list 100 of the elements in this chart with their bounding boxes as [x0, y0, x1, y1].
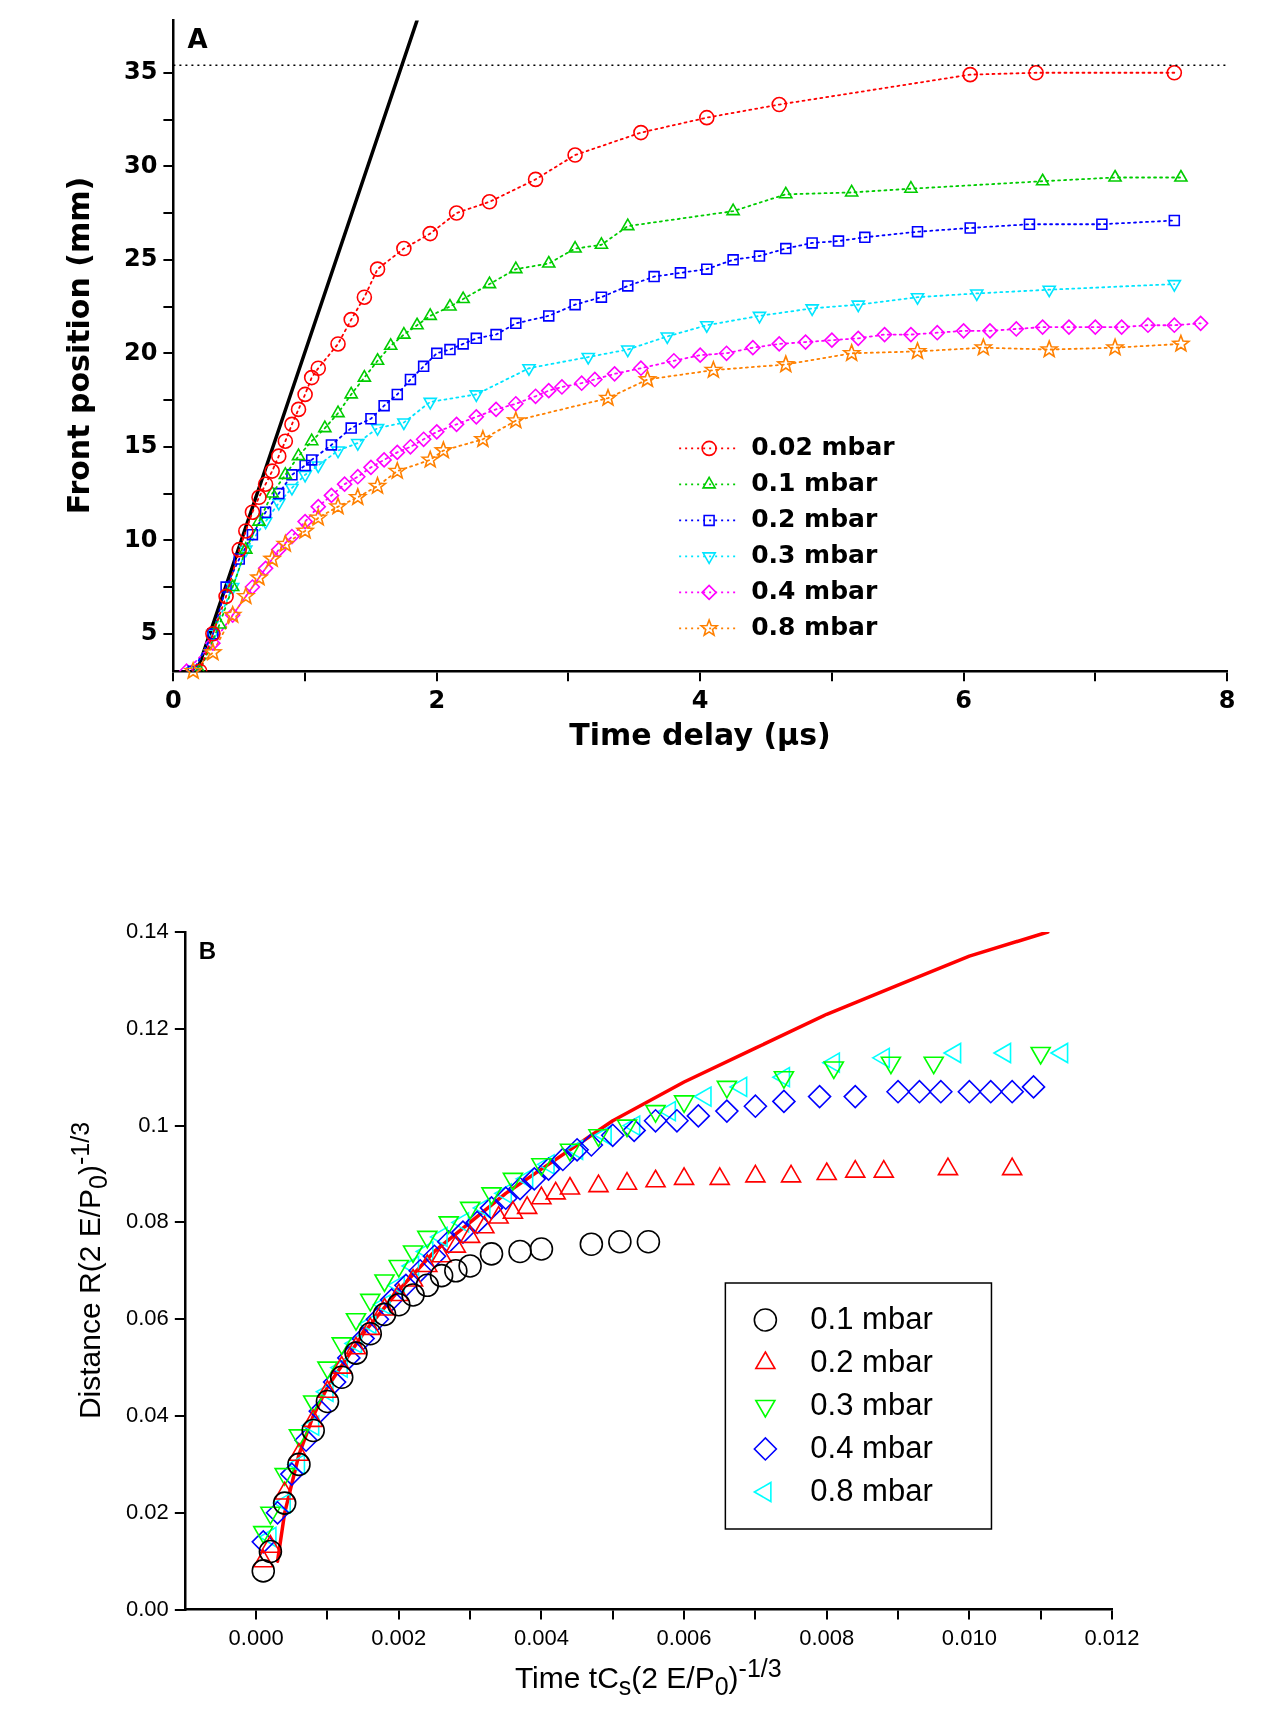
point [554, 379, 570, 395]
point [331, 405, 345, 418]
point [357, 369, 372, 382]
point [298, 470, 312, 483]
point [244, 579, 261, 595]
point [1034, 319, 1051, 335]
point [569, 298, 581, 311]
point [365, 412, 377, 425]
point [345, 422, 357, 434]
point [257, 560, 274, 577]
point [903, 326, 919, 343]
x-tick-label: 8 [1218, 685, 1236, 714]
y-tick-label: 15 [123, 431, 158, 460]
point [265, 485, 280, 498]
point [410, 317, 424, 330]
point [692, 347, 708, 363]
y-axis-title: Front position (mm) [61, 177, 97, 515]
point [1008, 321, 1025, 337]
point [510, 317, 522, 330]
point [457, 338, 469, 350]
annotation: B [198, 936, 217, 964]
point [527, 171, 544, 188]
point [276, 534, 295, 552]
point [771, 336, 788, 352]
x-tick-label: 0 [165, 685, 182, 714]
point [508, 261, 523, 274]
y-tick-label: 0.04 [125, 1402, 169, 1428]
point [908, 342, 927, 360]
point [726, 203, 740, 216]
point [284, 416, 300, 433]
legend-label: 0.3 mbar [751, 539, 878, 569]
point [701, 263, 713, 275]
point [448, 416, 465, 433]
x-tick-label: 0.012 [1084, 1624, 1140, 1650]
point [284, 528, 300, 545]
point [1061, 319, 1077, 335]
point [344, 386, 359, 399]
point [955, 323, 972, 339]
point [573, 375, 590, 391]
point [378, 399, 390, 412]
point [184, 662, 202, 679]
point [568, 240, 582, 253]
point [238, 523, 254, 539]
x-tick-label: 0.010 [941, 1624, 997, 1650]
point [291, 448, 306, 461]
point [638, 370, 657, 388]
x-tick-label: 4 [691, 685, 709, 714]
legend-label: 0.2 mbar [751, 503, 878, 533]
point [797, 334, 814, 350]
point [264, 463, 280, 479]
point [263, 549, 281, 567]
point [297, 386, 313, 403]
legend-label: 0.8 mbar [751, 611, 878, 641]
point [806, 237, 818, 249]
point [1167, 279, 1182, 292]
point [974, 338, 993, 356]
point [633, 124, 649, 141]
point [343, 311, 359, 328]
point [250, 568, 268, 586]
point [1174, 169, 1188, 182]
point [1035, 173, 1050, 186]
point [329, 497, 347, 515]
x-tick-label: 0.000 [228, 1624, 284, 1650]
legend-label: 0.02 mbar [751, 431, 896, 461]
x-tick-label: 0.002 [371, 1624, 427, 1650]
x-axis-title: Time tC$_{s}$(2 E/P$_{0}$)$^{-1/3}$ [514, 1653, 782, 1701]
point [490, 328, 502, 341]
point [349, 468, 366, 485]
point [290, 401, 307, 418]
point [296, 521, 314, 539]
point [251, 489, 267, 506]
point [370, 423, 385, 436]
point [753, 250, 766, 262]
point [325, 439, 338, 451]
y-tick-label: 30 [123, 150, 158, 179]
point [422, 225, 439, 242]
point [356, 289, 373, 305]
point [376, 452, 392, 468]
point [204, 643, 222, 661]
y-tick-label: 0.12 [125, 1014, 169, 1040]
point [482, 276, 497, 289]
y-tick-label: 25 [123, 244, 158, 273]
point [704, 360, 723, 378]
point [212, 616, 227, 629]
x-tick-label: 2 [428, 685, 446, 714]
point [434, 441, 453, 459]
point [771, 96, 788, 113]
point [911, 225, 924, 238]
point [423, 397, 438, 410]
point [270, 448, 287, 464]
point [444, 343, 456, 356]
point [246, 528, 259, 541]
point [727, 254, 739, 266]
point [859, 231, 871, 244]
point [310, 498, 327, 515]
point [277, 433, 294, 449]
x-tick-label: 6 [955, 685, 972, 714]
point [330, 336, 346, 352]
y-tick-label: 5 [140, 618, 158, 647]
point [876, 326, 893, 343]
